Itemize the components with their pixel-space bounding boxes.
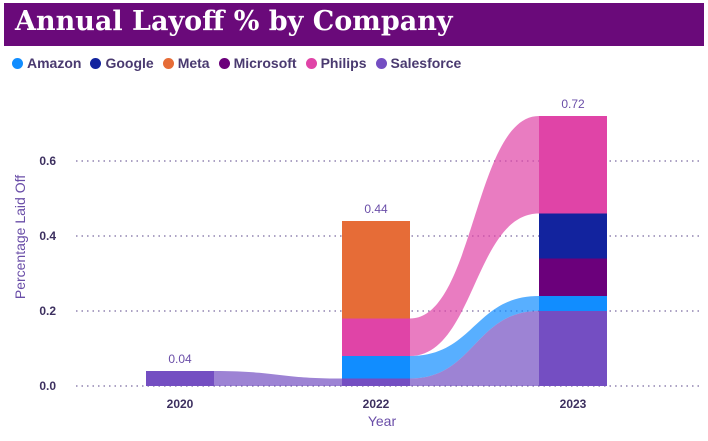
legend-item-amazon[interactable]: Amazon — [12, 55, 81, 71]
title-bar: Annual Layoff % by Company — [4, 3, 704, 46]
legend-swatch — [375, 57, 387, 69]
legend-label: Meta — [177, 55, 210, 71]
legend-label: Salesforce — [390, 55, 462, 71]
bar-philips-2022 — [342, 318, 410, 356]
legend-item-philips[interactable]: Philips — [305, 55, 367, 71]
ribbon-salesforce — [410, 311, 539, 386]
legend: Amazon Google Meta Microsoft Philips Salesfor… — [12, 54, 470, 72]
chart-title: Annual Layoff % by Company — [15, 6, 453, 37]
ribbon-philips — [410, 116, 539, 356]
legend-swatch — [12, 57, 23, 69]
bar-google-2023 — [539, 213, 607, 259]
legend-label: Amazon — [27, 55, 82, 71]
bar-amazon-2022 — [342, 356, 410, 379]
bar-meta-2022 — [342, 221, 410, 319]
y-tick-label: 0.6 — [39, 154, 56, 168]
y-tick-label: 0.2 — [39, 304, 56, 318]
y-tick-label: 0.4 — [39, 229, 56, 243]
legend-label: Philips — [320, 55, 367, 71]
ribbons — [214, 116, 539, 386]
legend-label: Microsoft — [233, 55, 297, 71]
legend-swatch — [218, 57, 230, 69]
x-tick-label: 2020 — [167, 397, 194, 411]
y-tick-label: 0.0 — [39, 379, 56, 393]
data-label-total: 0.72 — [561, 97, 585, 111]
data-label-total: 0.44 — [364, 202, 388, 216]
legend-item-meta[interactable]: Meta — [162, 55, 210, 71]
x-axis-title: Year — [368, 413, 397, 429]
legend-item-salesforce[interactable]: Salesforce — [375, 55, 462, 71]
legend-item-microsoft[interactable]: Microsoft — [218, 55, 297, 71]
ribbon-salesforce — [214, 371, 342, 386]
x-tick-label: 2022 — [363, 397, 390, 411]
legend-swatch — [305, 57, 317, 69]
ribbon-amazon — [410, 296, 539, 379]
bar-salesforce-2022 — [342, 378, 410, 386]
legend-swatch — [162, 57, 174, 69]
y-axis-title: Percentage Laid Off — [12, 175, 28, 299]
bar-microsoft-2023 — [539, 258, 607, 296]
x-tick-label: 2023 — [560, 397, 587, 411]
legend-label: Google — [105, 55, 154, 71]
bar-salesforce-2023 — [539, 311, 607, 386]
legend-swatch — [90, 57, 102, 69]
legend-item-google[interactable]: Google — [90, 55, 154, 71]
bar-amazon-2023 — [539, 296, 607, 311]
bar-philips-2023 — [539, 116, 607, 214]
bar-salesforce-2020 — [146, 371, 214, 386]
data-label-total: 0.04 — [168, 352, 192, 366]
